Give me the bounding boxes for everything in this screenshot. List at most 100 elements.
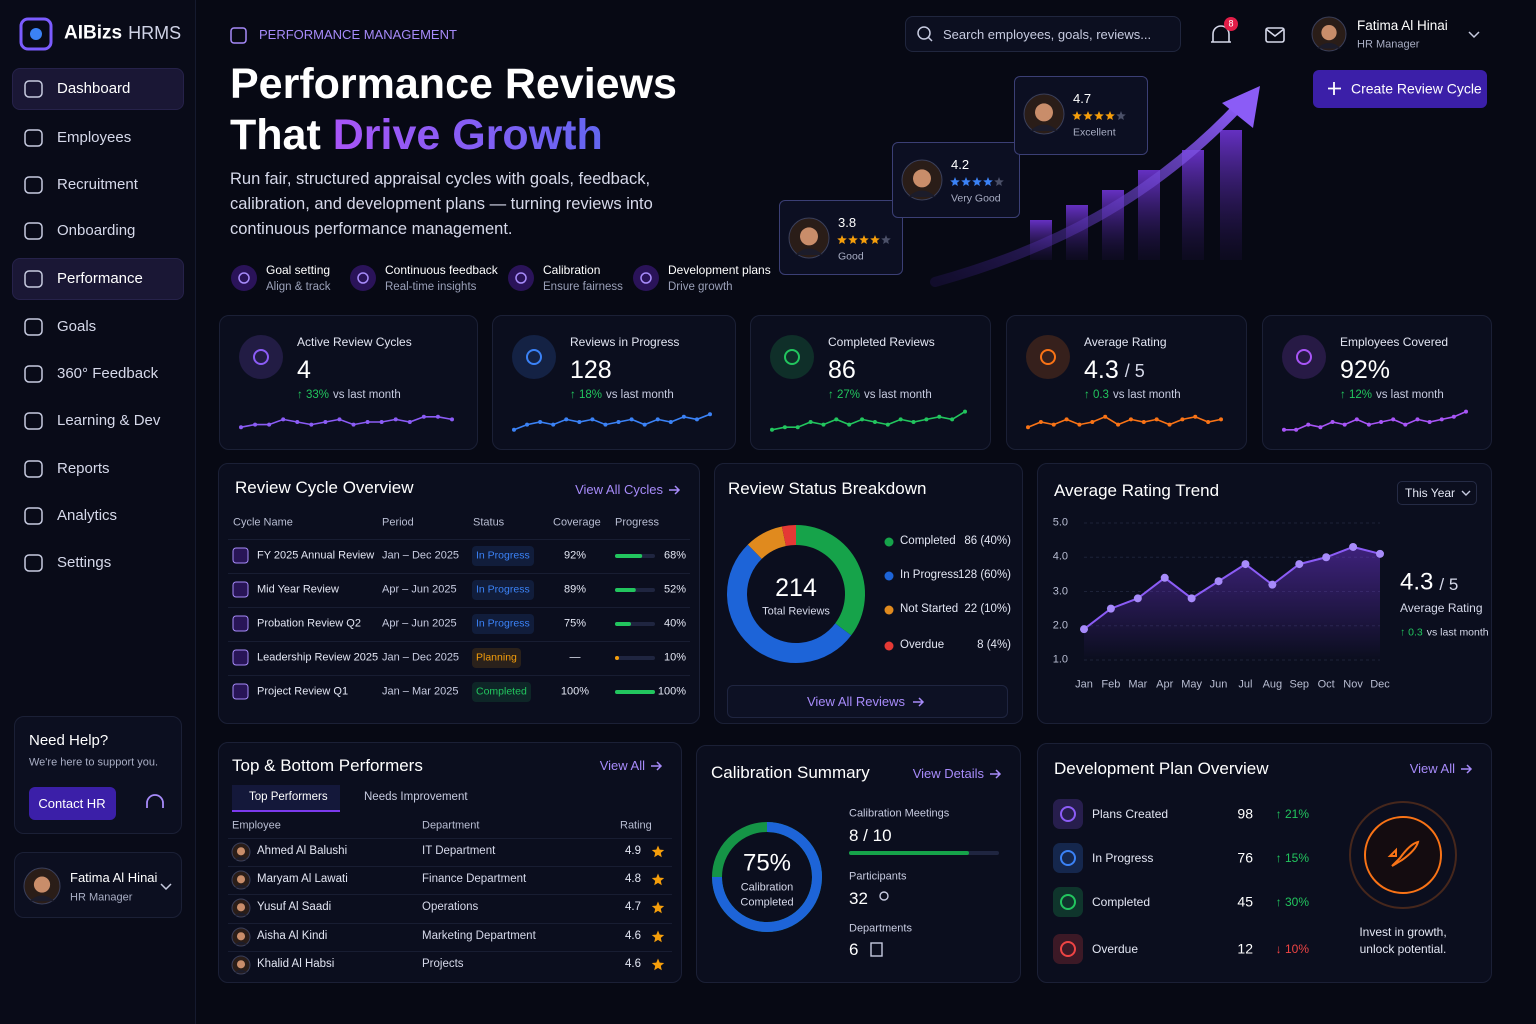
- point: [1133, 594, 1142, 603]
- avatar-face: [236, 960, 246, 969]
- kpi-note: vs last month: [1112, 389, 1181, 402]
- panel: [714, 463, 1023, 724]
- avatar-body: [234, 884, 248, 888]
- progress-label: 40%: [663, 617, 686, 630]
- current-suffix: / 5: [1439, 574, 1459, 594]
- filter-label[interactable]: This Year: [1405, 485, 1456, 500]
- sparkline-point: [1051, 422, 1056, 427]
- nav-active: [12, 68, 184, 110]
- sparkline-point: [1294, 427, 1299, 432]
- plan-change: ↑ 15%: [1275, 850, 1309, 865]
- kpi-icon: [1026, 335, 1070, 379]
- nav-item[interactable]: Onboarding: [57, 222, 136, 239]
- header-user-name: Fatima Al Hinai: [1357, 17, 1448, 33]
- tab[interactable]: Needs Improvement: [364, 791, 468, 804]
- sparkline: [771, 410, 966, 431]
- nav-item[interactable]: Settings: [57, 554, 112, 571]
- panel-title: Review Status Breakdown: [728, 478, 927, 498]
- sparkline-point: [898, 417, 903, 422]
- trend-note: vs last month: [1426, 626, 1489, 639]
- tab[interactable]: Top Performers: [249, 791, 328, 804]
- growth-ring: [1349, 801, 1457, 909]
- sparkline-point: [337, 417, 342, 422]
- header-user-role: HR Manager: [1357, 38, 1420, 51]
- sparkline: [1284, 410, 1467, 431]
- nav-icon: [24, 80, 43, 98]
- contact-button[interactable]: [29, 787, 116, 820]
- feature-title: Goal setting: [266, 262, 331, 277]
- rating: 4.6: [625, 958, 641, 971]
- nav-item[interactable]: Reports: [57, 460, 110, 477]
- feature-subtitle: Align & track: [266, 281, 331, 294]
- department: Operations: [422, 901, 479, 914]
- sparkline-point: [365, 420, 370, 424]
- sparkline-point: [1128, 417, 1133, 422]
- coverage: 100%: [560, 685, 590, 698]
- create-button-label[interactable]: Create Review Cycle: [1351, 80, 1482, 97]
- employee-name: Aisha Al Kindi: [257, 930, 328, 943]
- nav-icon: [24, 412, 43, 430]
- nav-item[interactable]: Goals: [57, 318, 97, 335]
- nav-item[interactable]: Learning & Dev: [57, 412, 161, 429]
- view-reviews-button[interactable]: [727, 685, 1008, 718]
- column-header: Period: [382, 516, 414, 529]
- area: [1084, 546, 1380, 660]
- panel: [219, 315, 478, 450]
- kpi-title: Active Review Cycles: [297, 334, 412, 349]
- sparkline-point: [708, 412, 712, 417]
- department: Finance Department: [422, 873, 527, 886]
- sparkline-point: [668, 420, 673, 424]
- avatar-body: [234, 941, 248, 945]
- nav-item[interactable]: Performance: [57, 270, 143, 287]
- sparkline: [1027, 415, 1222, 428]
- progress-label: 68%: [663, 549, 686, 562]
- employee-name: Yusuf Al Saadi: [257, 901, 332, 914]
- nav-item[interactable]: Employees: [57, 129, 132, 146]
- sparkline-point: [1193, 414, 1198, 419]
- link[interactable]: View Details: [912, 766, 984, 782]
- progress-label: 10%: [663, 651, 686, 664]
- link-arrow: [1461, 764, 1473, 774]
- search[interactable]: [905, 16, 1181, 52]
- plan-icon-glyph: [1060, 850, 1076, 866]
- hero-bar: [1220, 130, 1242, 260]
- avatar-body: [29, 895, 55, 902]
- link[interactable]: View All: [599, 758, 645, 774]
- nav-item[interactable]: Recruitment: [57, 176, 138, 193]
- search-placeholder[interactable]: Search employees, goals, reviews...: [943, 27, 1152, 43]
- nav-item[interactable]: 360° Feedback: [57, 365, 159, 382]
- avatar-face: [1035, 103, 1053, 122]
- point: [1295, 560, 1304, 569]
- sparkline-point: [1180, 417, 1185, 422]
- avatar-face: [236, 932, 246, 941]
- calibration-caption: Completed: [740, 896, 794, 909]
- nav-item[interactable]: Dashboard: [57, 80, 131, 97]
- notification-count[interactable]: 8: [1228, 18, 1234, 29]
- sparkline-point: [603, 422, 608, 427]
- rating-star: [1116, 111, 1126, 120]
- search-icon: [927, 36, 933, 42]
- sparkline-point: [512, 427, 516, 432]
- link[interactable]: View All Cycles: [575, 482, 663, 498]
- sparkline-point: [1451, 414, 1456, 419]
- filter-dropdown[interactable]: [1397, 481, 1477, 505]
- sparkline-point: [1379, 420, 1384, 424]
- department: Projects: [422, 958, 464, 971]
- create-button[interactable]: [1313, 70, 1487, 108]
- feature-glyph: [515, 272, 527, 284]
- nav-item[interactable]: Analytics: [57, 507, 118, 524]
- nav-icon: [24, 176, 43, 194]
- y-tick-label: 5.0: [1052, 516, 1068, 529]
- avatar-face: [33, 876, 51, 893]
- trend-change: ↑ 0.3: [1400, 626, 1423, 639]
- panel: [1006, 315, 1247, 450]
- tagline: Invest in growth,: [1359, 924, 1447, 939]
- link[interactable]: View All: [1409, 761, 1455, 777]
- sparkline-point: [1464, 409, 1468, 414]
- kpi-note: vs last month: [1375, 389, 1444, 402]
- contact-button-label[interactable]: Contact HR: [38, 796, 106, 812]
- sparkline-point: [782, 425, 787, 430]
- panel-title: Review Cycle Overview: [235, 477, 414, 497]
- link[interactable]: View All Reviews: [806, 694, 906, 710]
